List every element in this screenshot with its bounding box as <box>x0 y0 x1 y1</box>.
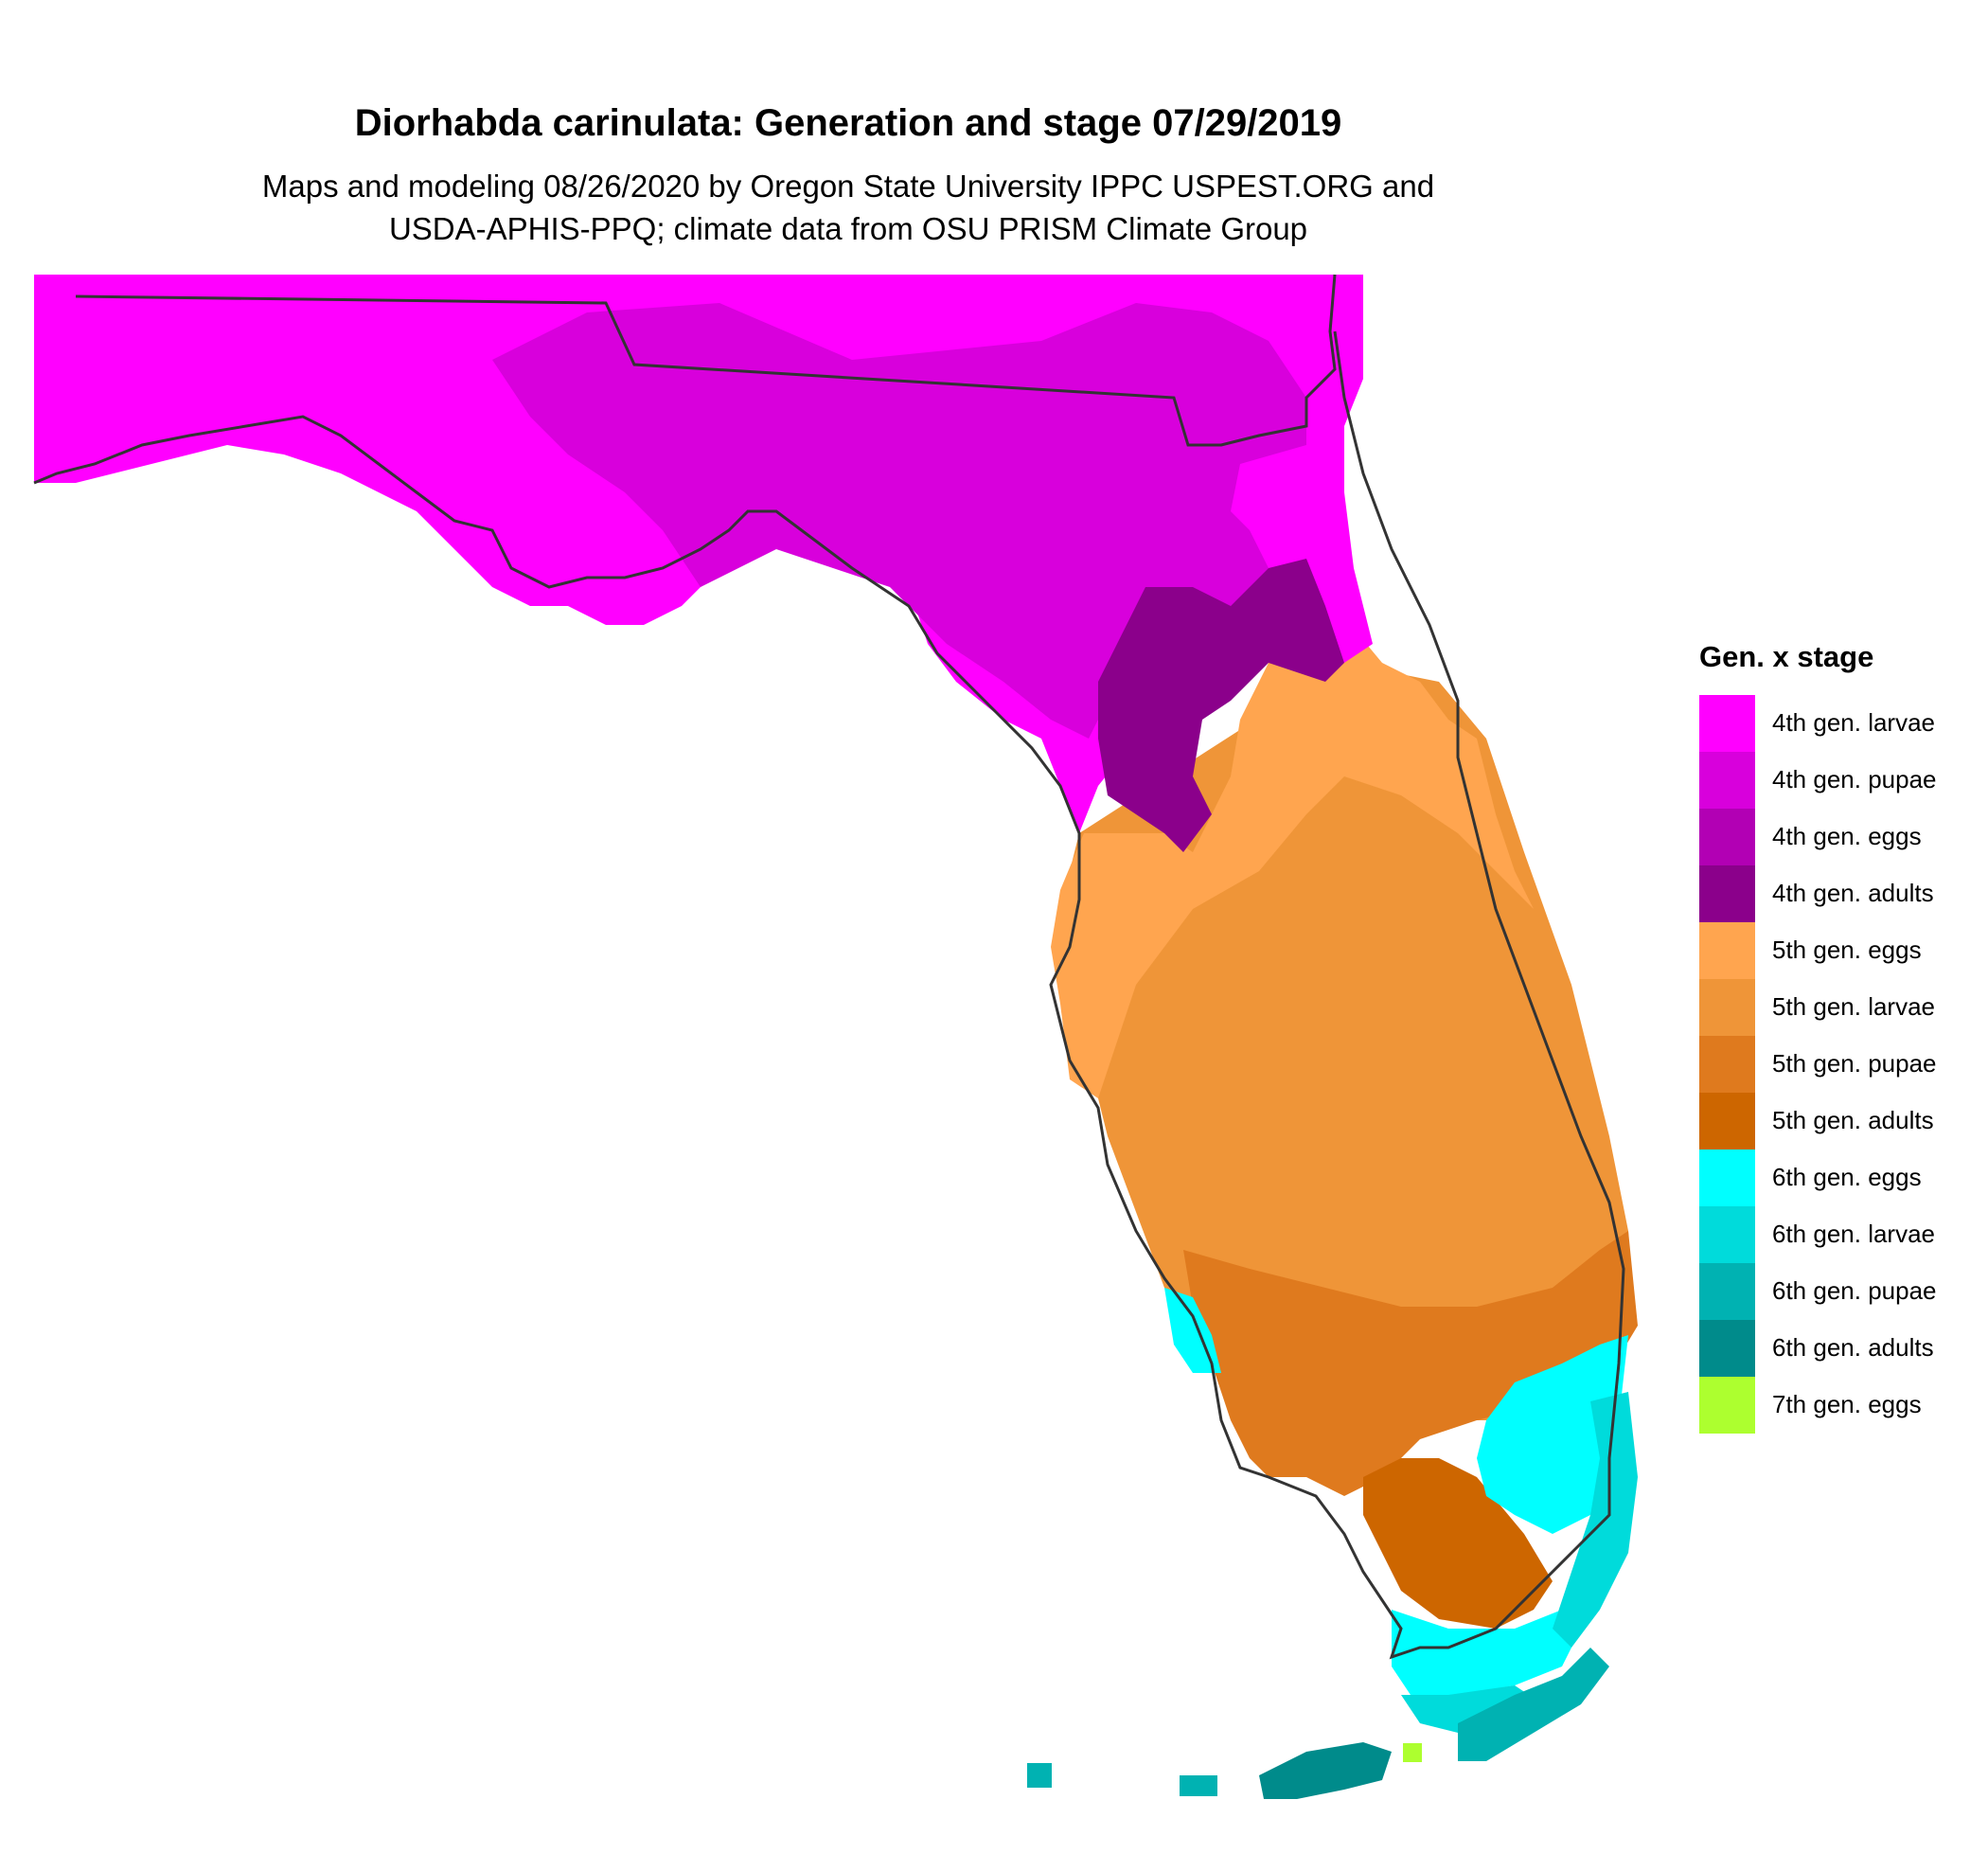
legend-swatch <box>1699 1036 1755 1093</box>
legend-swatch <box>1699 1263 1755 1320</box>
zone-6th-pupae-key-1 <box>1027 1763 1052 1788</box>
florida-coastline <box>33 274 1625 1660</box>
legend-label: 5th gen. larvae <box>1772 992 1936 1021</box>
legend-label: 5th gen. adults <box>1772 1106 1934 1134</box>
zone-6th-adults-keys <box>1259 1742 1392 1799</box>
legend-swatch <box>1699 1206 1755 1263</box>
zone-6th-larvae <box>1553 1392 1638 1648</box>
legend-swatch <box>1699 1149 1755 1206</box>
zone-6th-eggs-south <box>1392 1610 1581 1695</box>
legend-label: 4th gen. larvae <box>1772 708 1936 737</box>
legend-item: 5th gen. adults <box>1699 1093 1934 1149</box>
legend-swatch <box>1699 922 1755 979</box>
map-subtitle: Maps and modeling 08/26/2020 by Oregon S… <box>0 165 1696 250</box>
legend-swatch <box>1699 752 1755 809</box>
map-title: Diorhabda carinulata: Generation and sta… <box>354 102 1342 144</box>
legend-item: 5th gen. eggs <box>1699 922 1922 979</box>
legend-item: 6th gen. eggs <box>1699 1149 1922 1206</box>
legend-item: 4th gen. larvae <box>1699 695 1935 752</box>
legend-items: 4th gen. larvae 4th gen. pupae 4th gen. … <box>1699 695 1937 1434</box>
legend-swatch <box>1699 979 1755 1036</box>
legend-label: 6th gen. pupae <box>1772 1276 1937 1305</box>
zone-6th-eggs <box>1477 1335 1628 1534</box>
legend-item: 4th gen. adults <box>1699 865 1934 922</box>
zone-5th-pupae <box>1183 1231 1638 1496</box>
legend-item: 5th gen. larvae <box>1699 979 1935 1036</box>
legend: Gen. x stage 4th gen. larvae 4th gen. pu… <box>1699 640 1937 1434</box>
legend-swatch <box>1699 1320 1755 1377</box>
legend-label: 6th gen. adults <box>1772 1333 1934 1362</box>
zone-5th-adults <box>1363 1458 1553 1629</box>
zone-6th-pupae-keys <box>1458 1648 1609 1761</box>
legend-item: 4th gen. eggs <box>1699 809 1922 865</box>
legend-label: 4th gen. pupae <box>1772 765 1937 793</box>
zone-4th-pupae <box>492 303 1306 739</box>
legend-swatch <box>1699 865 1755 922</box>
legend-swatch <box>1699 1093 1755 1149</box>
legend-label: 5th gen. pupae <box>1772 1049 1937 1078</box>
legend-swatch <box>1699 809 1755 865</box>
zone-6th-pupae-key-2 <box>1180 1775 1217 1796</box>
legend-label: 5th gen. eggs <box>1772 936 1922 964</box>
legend-item: 6th gen. adults <box>1699 1320 1934 1377</box>
legend-item: 4th gen. pupae <box>1699 752 1937 809</box>
zone-4th-adults <box>1098 559 1344 852</box>
legend-label: 7th gen. eggs <box>1772 1390 1922 1418</box>
legend-item: 6th gen. larvae <box>1699 1206 1935 1263</box>
legend-label: 4th gen. eggs <box>1772 822 1922 850</box>
legend-item: 7th gen. eggs <box>1699 1377 1922 1434</box>
zone-7th-eggs <box>1403 1743 1422 1762</box>
legend-item: 6th gen. pupae <box>1699 1263 1937 1320</box>
legend-label: 6th gen. eggs <box>1772 1163 1922 1191</box>
zone-5th-eggs <box>1051 606 1534 1098</box>
legend-swatch <box>1699 1377 1755 1434</box>
legend-item: 5th gen. pupae <box>1699 1036 1937 1093</box>
legend-title: Gen. x stage <box>1699 640 1874 673</box>
subtitle-line-1: Maps and modeling 08/26/2020 by Oregon S… <box>261 169 1435 204</box>
legend-label: 4th gen. adults <box>1772 879 1934 907</box>
legend-swatch <box>1699 695 1755 752</box>
subtitle-line-2: USDA-APHIS-PPQ; climate data from OSU PR… <box>388 211 1308 246</box>
legend-label: 6th gen. larvae <box>1772 1220 1936 1248</box>
